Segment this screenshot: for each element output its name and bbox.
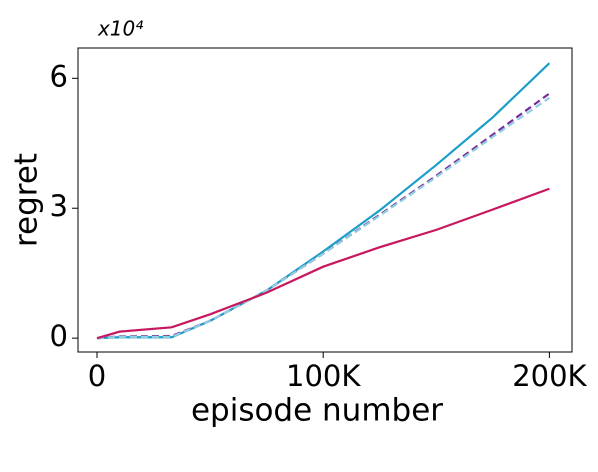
y-tick-label: 3	[50, 189, 68, 223]
x-tick-label: 0	[88, 359, 106, 393]
x-tick-label: 100K	[286, 359, 361, 393]
series-line	[96, 187, 550, 340]
x-tick-label: 200K	[512, 359, 587, 393]
series-line	[96, 96, 551, 340]
series-line	[96, 92, 551, 340]
x-axis-label: episode number	[191, 393, 443, 429]
series-line	[96, 62, 551, 340]
y-tick-label: 6	[50, 59, 68, 93]
y-axis-label: regret	[9, 153, 45, 247]
plot-frame	[77, 47, 573, 353]
y-tick-label: 0	[50, 319, 68, 353]
y-scale-label: x10⁴	[97, 17, 143, 41]
